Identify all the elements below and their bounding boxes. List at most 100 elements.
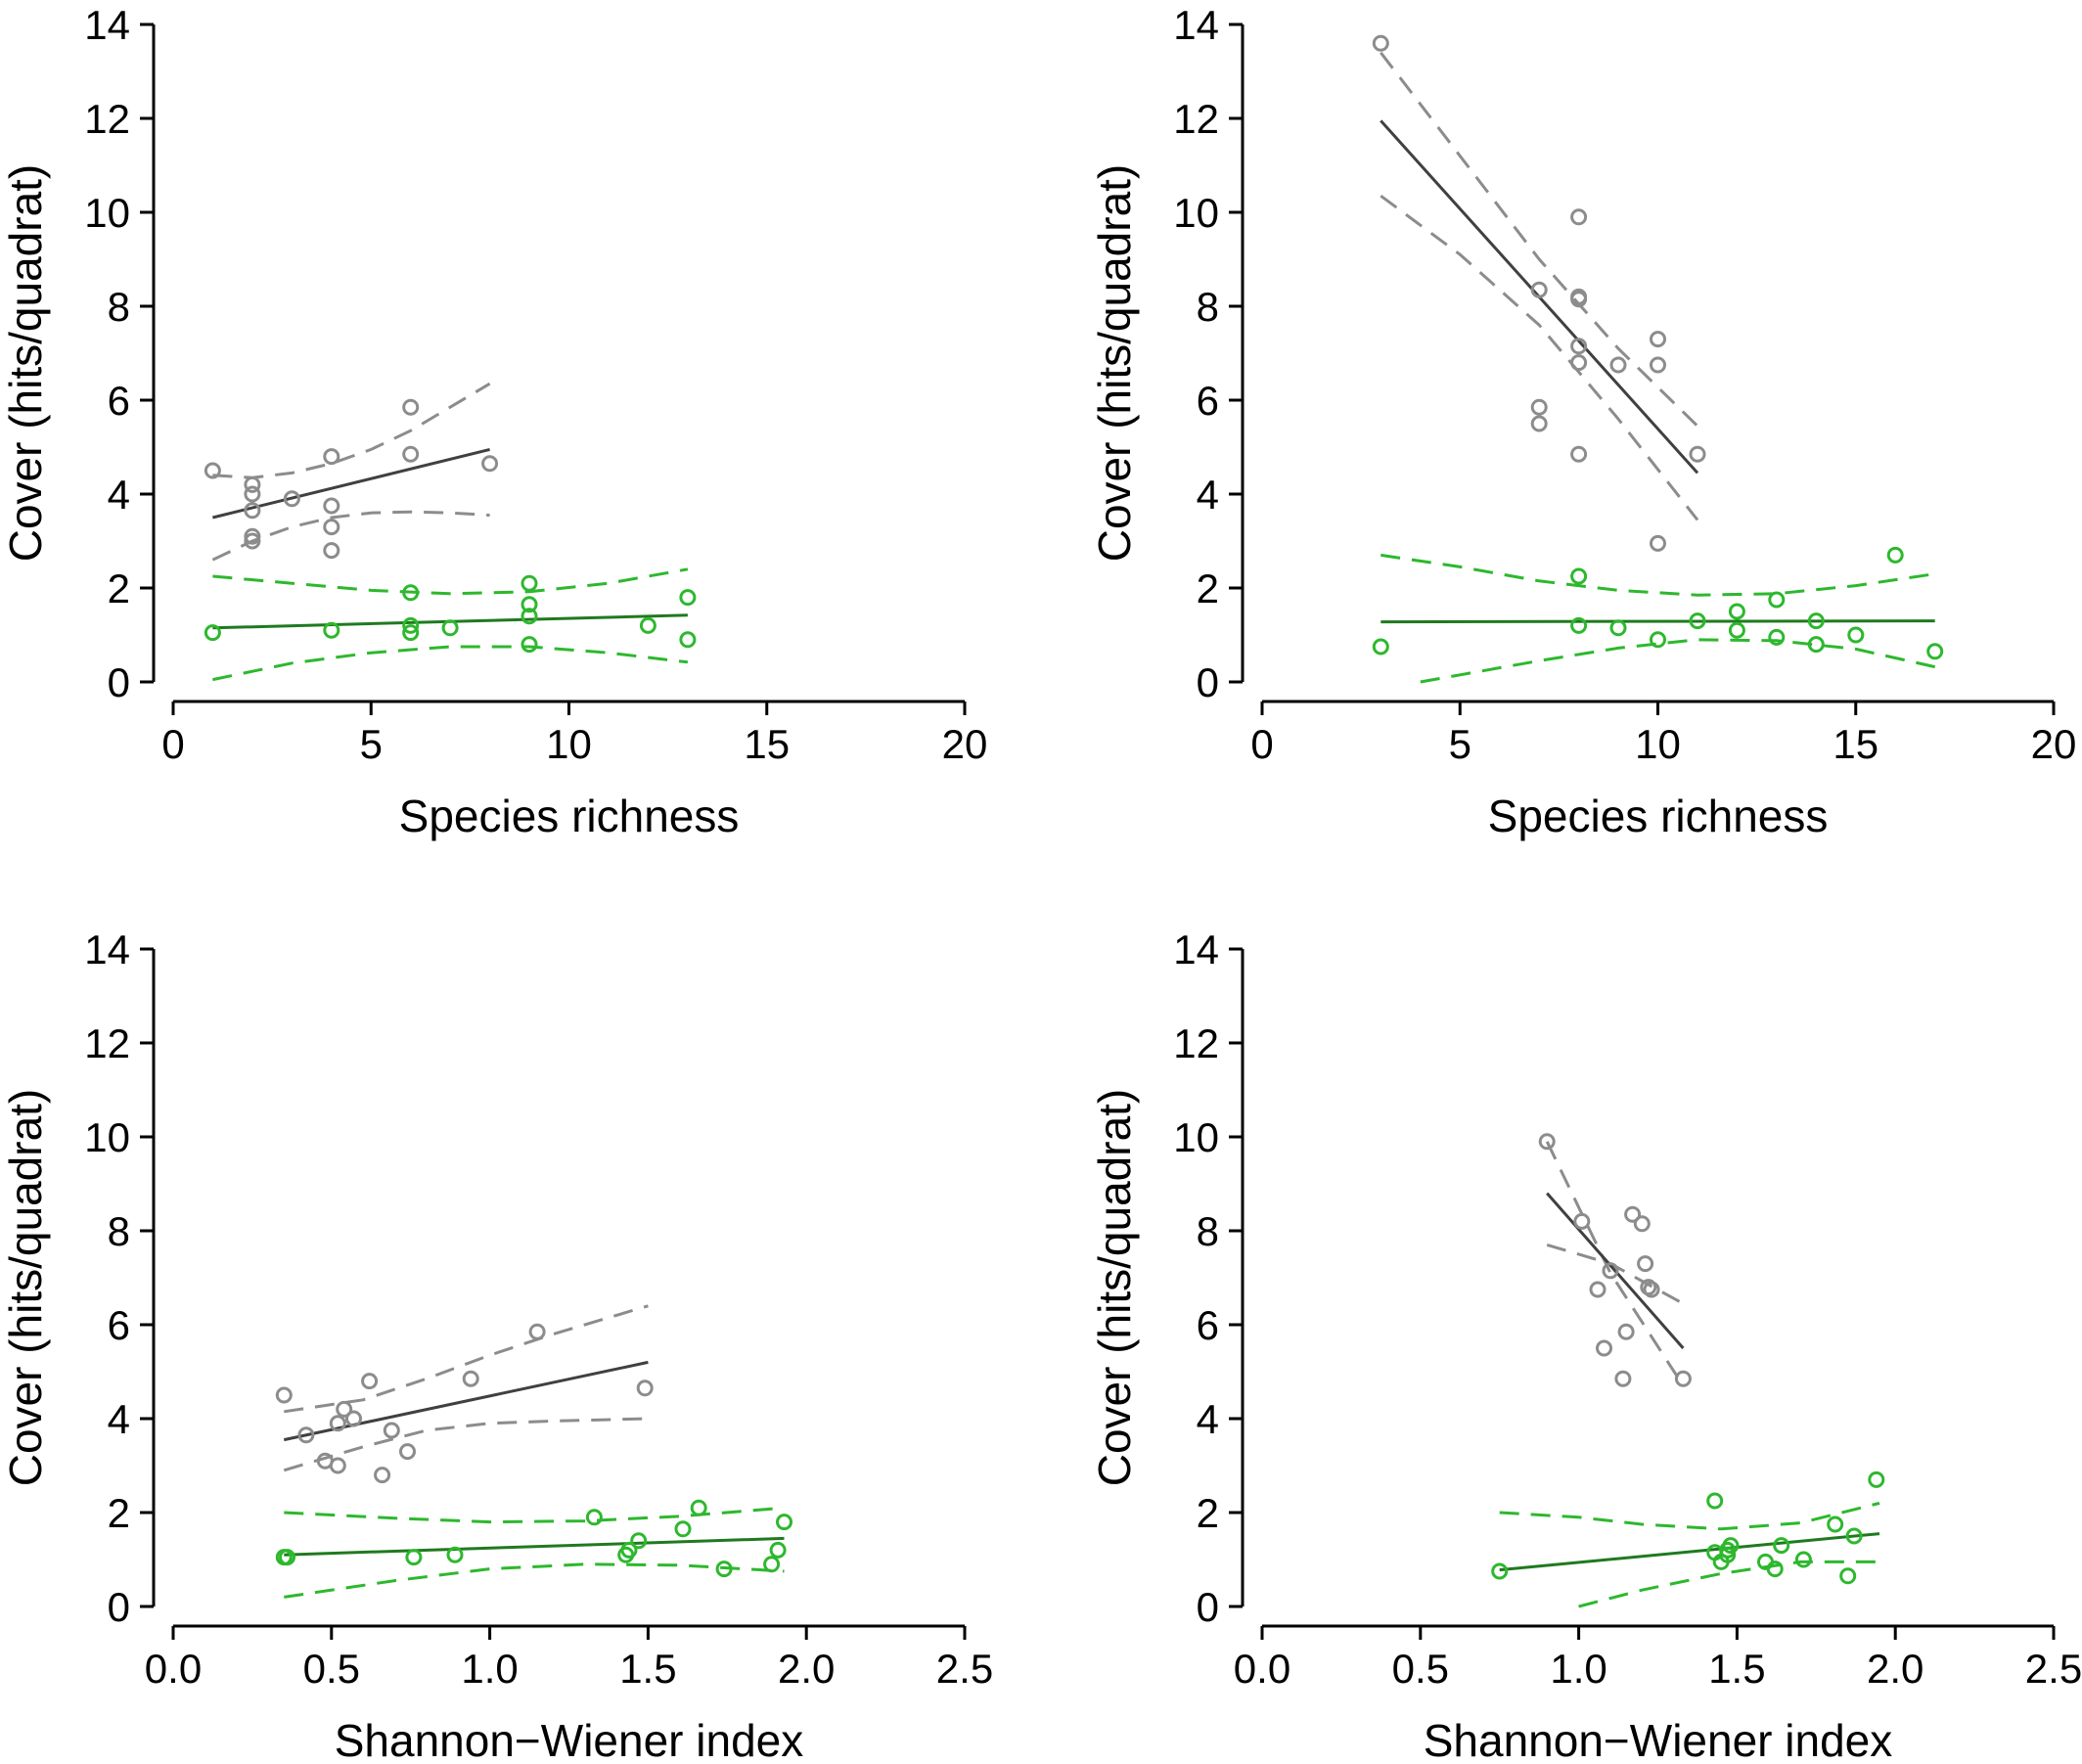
grey-point bbox=[1573, 1212, 1591, 1230]
green-ci-lower bbox=[212, 645, 689, 682]
x-tick-label: 0.5 bbox=[303, 1646, 360, 1692]
grey-point bbox=[1538, 1133, 1556, 1151]
green-point bbox=[1491, 1562, 1509, 1580]
y-tick-label: 8 bbox=[108, 284, 130, 330]
green-point bbox=[639, 616, 656, 634]
grey-point bbox=[462, 1370, 479, 1387]
green-fit-line bbox=[284, 1536, 785, 1557]
grey-point bbox=[361, 1373, 379, 1390]
green-ci-lower bbox=[1578, 1560, 1879, 1608]
green-point bbox=[1807, 636, 1825, 654]
y-tick-label: 6 bbox=[1197, 1302, 1219, 1348]
green-point bbox=[520, 574, 538, 592]
y-tick-label: 12 bbox=[84, 1020, 130, 1066]
grey-series bbox=[275, 1304, 654, 1484]
green-point bbox=[1768, 591, 1786, 609]
green-series bbox=[204, 567, 697, 682]
green-point bbox=[679, 631, 697, 649]
x-tick-label: 2.5 bbox=[936, 1646, 993, 1692]
green-point bbox=[405, 1549, 423, 1566]
green-point bbox=[674, 1520, 692, 1538]
green-point bbox=[630, 1532, 648, 1550]
grey-point bbox=[244, 502, 261, 520]
x-tick-label: 0.0 bbox=[1234, 1646, 1290, 1692]
y-tick-label: 12 bbox=[84, 96, 130, 142]
green-series bbox=[1491, 1470, 1885, 1608]
x-tick-label: 2.0 bbox=[1867, 1646, 1924, 1692]
grey-point bbox=[323, 448, 340, 466]
grey-series bbox=[204, 382, 499, 562]
x-tick-label: 2.5 bbox=[2025, 1646, 2082, 1692]
y-tick-label: 4 bbox=[1197, 1396, 1219, 1442]
x-tick-label: 1.5 bbox=[619, 1646, 676, 1692]
grey-ci-lower bbox=[1380, 194, 1699, 521]
green-point bbox=[1926, 643, 1944, 660]
y-tick-label: 0 bbox=[108, 1584, 130, 1630]
green-point bbox=[520, 596, 538, 613]
y-tick-label: 2 bbox=[1197, 565, 1219, 611]
green-point bbox=[520, 636, 538, 654]
y-tick-label: 10 bbox=[1173, 190, 1219, 236]
x-tick-label: 15 bbox=[1833, 721, 1878, 767]
grey-point bbox=[1633, 1215, 1651, 1233]
grey-point bbox=[336, 1400, 353, 1418]
y-tick-label: 14 bbox=[84, 2, 130, 48]
grey-point bbox=[1637, 1255, 1654, 1273]
green-point bbox=[1886, 546, 1904, 564]
green-point bbox=[1773, 1537, 1790, 1555]
y-tick-label: 4 bbox=[1197, 472, 1219, 518]
grey-point bbox=[1650, 534, 1666, 552]
green-point bbox=[402, 584, 420, 602]
panel-2: 0 5 10 15 20 0 2 4 6 8 10 12 14 Species richness Cover… bbox=[1089, 2, 2076, 841]
grey-point bbox=[1596, 1339, 1612, 1357]
green-point bbox=[1839, 1567, 1857, 1585]
x-tick-label: 1.5 bbox=[1708, 1646, 1765, 1692]
grey-point bbox=[244, 475, 261, 493]
grey-point bbox=[528, 1323, 546, 1340]
green-point bbox=[1768, 628, 1786, 646]
x-axis-title: Species richness bbox=[1488, 791, 1829, 841]
y-tick-label: 10 bbox=[84, 1114, 130, 1160]
grey-series bbox=[1372, 34, 1706, 552]
green-series bbox=[275, 1499, 792, 1599]
grey-ci-lower bbox=[1545, 1141, 1685, 1387]
green-ci-upper bbox=[212, 567, 689, 596]
grey-point bbox=[636, 1380, 654, 1397]
grey-point bbox=[1530, 281, 1548, 298]
x-tick-label: 5 bbox=[360, 721, 383, 767]
y-tick-label: 2 bbox=[108, 1490, 130, 1536]
green-point bbox=[1807, 612, 1825, 630]
x-axis-title: Shannon−Wiener index bbox=[1424, 1715, 1893, 1764]
green-point bbox=[715, 1560, 733, 1578]
x-tick-label: 10 bbox=[546, 721, 592, 767]
grey-point bbox=[1372, 34, 1389, 52]
y-axis-title: Cover (hits/quadrat) bbox=[0, 164, 51, 563]
y-tick-label: 8 bbox=[1197, 284, 1219, 330]
grey-point bbox=[1643, 1281, 1660, 1298]
grey-point bbox=[283, 490, 300, 508]
y-tick-label: 10 bbox=[84, 190, 130, 236]
x-axis-title: Species richness bbox=[399, 791, 740, 841]
grey-point bbox=[1570, 208, 1588, 226]
green-point bbox=[441, 619, 459, 637]
y-tick-label: 14 bbox=[84, 927, 130, 972]
x-axis-title: Shannon−Wiener index bbox=[335, 1715, 804, 1764]
green-point bbox=[585, 1509, 603, 1526]
x-tick-label: 2.0 bbox=[778, 1646, 835, 1692]
green-point bbox=[679, 589, 697, 607]
grey-point bbox=[1674, 1370, 1692, 1387]
grey-point bbox=[244, 532, 261, 550]
green-point bbox=[1722, 1537, 1740, 1555]
y-tick-label: 6 bbox=[108, 378, 130, 424]
x-tick-label: 5 bbox=[1449, 721, 1471, 767]
green-point bbox=[1868, 1470, 1885, 1488]
grey-point bbox=[1570, 291, 1588, 308]
grey-point bbox=[323, 519, 340, 536]
grey-point bbox=[1650, 331, 1666, 348]
y-tick-label: 4 bbox=[108, 1396, 130, 1442]
y-tick-label: 0 bbox=[1197, 1584, 1219, 1630]
green-point bbox=[1766, 1560, 1784, 1578]
grey-ci-upper bbox=[212, 382, 491, 479]
green-point bbox=[1570, 616, 1588, 634]
